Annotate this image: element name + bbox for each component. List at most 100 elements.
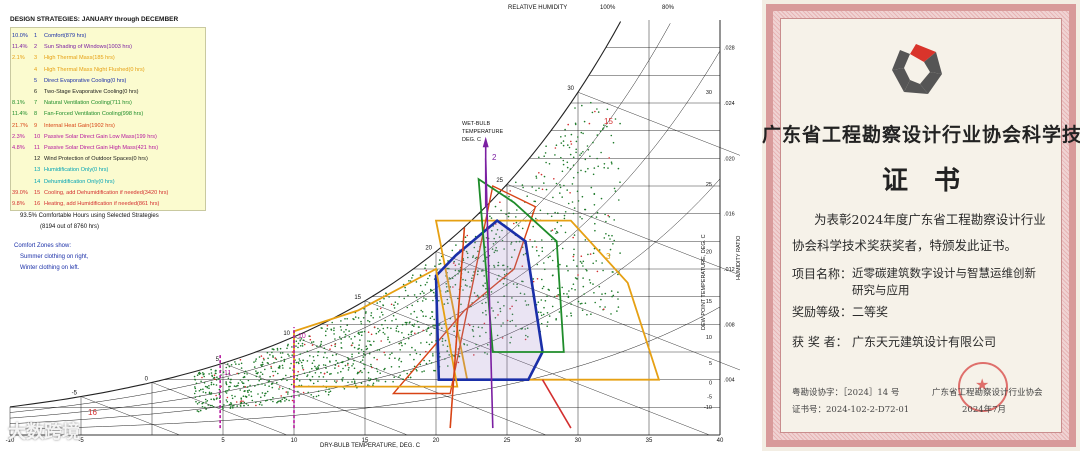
data-point [510,336,512,339]
data-point [300,361,303,364]
data-point [544,152,547,154]
legend-num: 15 [34,189,41,196]
data-point [195,400,197,403]
data-point [551,238,553,241]
data-point [432,291,435,294]
data-point [334,364,337,366]
data-point [462,289,464,291]
data-point [215,379,218,381]
data-point [571,183,574,185]
data-point [590,215,593,218]
data-point [609,238,611,240]
data-point [408,280,410,282]
data-point [216,376,218,379]
legend-row-11: 4.8% 11 Passive Solar Direct Gain High Mas… [12,145,158,151]
data-point [509,341,511,344]
data-point [309,379,312,382]
data-point [222,407,224,410]
data-point [206,400,209,402]
data-point [590,313,592,316]
data-point [234,395,236,398]
data-point [398,376,400,378]
data-point [448,267,450,270]
data-point [503,248,505,250]
data-point [501,337,504,339]
data-point [526,195,528,197]
data-point [556,231,559,234]
data-point [559,192,561,194]
data-point [524,338,527,341]
data-point [492,243,495,245]
data-point [391,320,393,322]
data-point [543,175,546,178]
data-point [203,375,205,378]
data-point [225,390,227,392]
data-point [276,401,278,404]
data-point [566,166,569,169]
data-point [333,329,335,332]
data-point [575,140,578,143]
data-point [546,312,549,314]
data-point [430,289,432,292]
data-point [521,265,524,268]
data-point [301,364,304,367]
data-point [237,384,239,387]
data-point [452,262,455,264]
data-point [238,363,240,366]
data-point [272,374,275,377]
data-point [554,211,556,214]
data-point [567,295,570,298]
data-point [612,243,614,245]
data-point [250,390,252,393]
data-point [335,381,337,384]
data-point [379,300,381,303]
data-point [379,329,381,332]
wet-bulb-tick: 0 [145,376,149,382]
data-point [464,284,467,286]
data-point [343,388,346,390]
wet-bulb-tick: 30 [567,86,574,92]
data-point [273,361,275,364]
data-point [505,284,508,286]
data-point [572,259,575,262]
data-point [612,271,614,273]
data-point [270,383,273,385]
data-point [193,392,196,395]
data-point [266,399,269,402]
legend-row-1: 10.0% 1 Comfort(879 hrs) [12,33,86,39]
data-point [235,401,238,403]
data-point [561,196,563,198]
data-point [501,239,504,242]
chart-labels: RELATIVE HUMIDITY 100% 80% WET-BULB TEMPERAT… [6,5,740,449]
data-point [427,277,429,280]
data-point [561,247,564,250]
data-point [334,338,336,340]
data-point [604,213,606,216]
data-point [388,357,391,360]
data-point [411,346,413,349]
data-point [215,372,217,375]
data-point [229,403,232,406]
data-point [542,285,545,288]
data-point [420,309,423,312]
data-point [503,305,505,307]
data-point [606,125,608,128]
data-point [431,311,434,313]
data-point [594,222,596,225]
data-point [325,330,327,333]
data-point [240,367,243,369]
data-point [541,188,544,191]
data-point [557,212,559,214]
data-point [376,380,378,382]
sun-shading-line [484,158,494,429]
data-point [382,331,385,334]
data-point [395,327,398,330]
data-point [382,304,384,306]
data-point [411,324,414,326]
humidity-ratio-tick: .028 [724,46,735,52]
data-point [493,266,496,268]
data-point [473,354,475,356]
data-point [618,199,620,201]
data-point [346,318,349,320]
data-point [285,374,287,377]
